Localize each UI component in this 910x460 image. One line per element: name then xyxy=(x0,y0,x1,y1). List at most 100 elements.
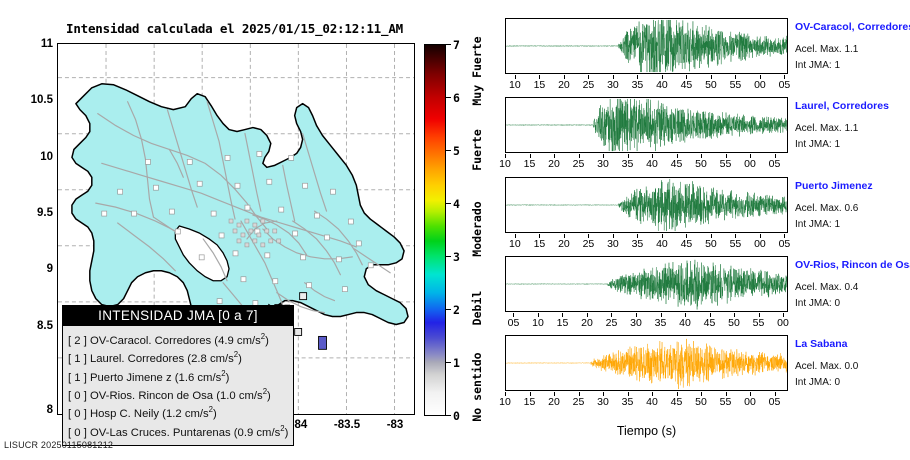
axis-tick-mark xyxy=(563,75,565,79)
axis-tick-mark xyxy=(735,234,737,238)
legend-level: [ 0 ] xyxy=(68,389,87,402)
axis-tick-label: 05 xyxy=(768,158,781,170)
axis-tick-mark xyxy=(578,154,580,158)
axis-tick-label: 35 xyxy=(654,317,667,329)
colorbar-tick: 0 xyxy=(453,409,460,423)
seismogram-panel-ov-rios[interactable] xyxy=(505,256,788,312)
axis-tick-mark xyxy=(539,75,541,79)
axis-tick-mark xyxy=(537,313,539,317)
legend-unit: cm/s xyxy=(184,408,209,421)
axis-tick-label: 10 xyxy=(532,317,544,329)
axis-tick-label: 25 xyxy=(572,158,585,170)
axis-tick-mark xyxy=(676,154,678,158)
colorbar-tick: 2 xyxy=(453,303,460,317)
axis-tick-label: 25 xyxy=(582,238,595,250)
map-x-tick: -84 xyxy=(290,419,308,431)
seismogram-panel-puerto-jimenez[interactable] xyxy=(505,177,788,233)
station-marker-ov-rios xyxy=(294,328,303,336)
axis-tick-label: 55 xyxy=(752,317,765,329)
map-x-tick: -83 xyxy=(386,419,404,431)
axis-tick-label: 40 xyxy=(679,317,691,329)
axis-tick-mark xyxy=(735,75,737,79)
legend-level: [ 2 ] xyxy=(68,334,87,347)
axis-tick-label: 00 xyxy=(754,238,766,250)
axis-tick-label: 20 xyxy=(581,317,593,329)
colorbar-tick: 6 xyxy=(453,91,460,105)
seismogram-station-name: OV-Caracol, Corredores xyxy=(795,21,910,33)
legend-unit-exp: 2 xyxy=(233,350,239,360)
axis-tick-label: 35 xyxy=(631,238,644,250)
axis-tick-label: 45 xyxy=(670,396,683,408)
seismogram-panel-laurel[interactable] xyxy=(505,97,788,153)
legend-unit: cm/s xyxy=(238,389,263,402)
legend-level: [ 1 ] xyxy=(68,371,87,384)
axis-tick-label: 15 xyxy=(556,317,569,329)
map-y-tick: 9.5 xyxy=(37,207,53,219)
legend-level: [ 0 ] xyxy=(68,426,87,439)
axis-tick-mark xyxy=(562,313,564,317)
axis-tick-label: 05 xyxy=(507,317,520,329)
legend-item: [ 0 ] OV-Rios. Rincon de Osa (1.0 cm/s2) xyxy=(68,387,271,402)
axis-tick-mark xyxy=(539,234,541,238)
seismogram-xaxis-title: Tiempo (s) xyxy=(616,424,677,438)
colorbar-category: Debil xyxy=(470,290,484,326)
axis-tick-label: 50 xyxy=(728,317,740,329)
legend-unit: cm/s xyxy=(209,353,234,366)
axis-tick-mark xyxy=(529,392,531,396)
axis-tick-label: 00 xyxy=(777,317,789,329)
axis-tick-mark xyxy=(578,392,580,396)
seismogram-panel-ov-caracol[interactable] xyxy=(505,18,788,74)
axis-tick-label: 20 xyxy=(558,238,570,250)
colorbar-category: Muy Fuerte xyxy=(470,36,484,106)
axis-tick-mark xyxy=(759,234,761,238)
map-title: Intensidad calculada el 2025/01/15_02:12… xyxy=(66,21,403,36)
axis-tick-label: 15 xyxy=(533,238,546,250)
legend-unit: cm/s xyxy=(197,371,222,384)
seismogram-panel-la-sabana[interactable] xyxy=(505,335,788,391)
axis-tick-mark xyxy=(652,154,653,158)
colorbar-tick: 3 xyxy=(453,250,460,264)
axis-tick-mark xyxy=(637,75,639,79)
map-y-tick: 8.5 xyxy=(37,320,53,332)
map-y-tick: 9 xyxy=(46,263,53,275)
axis-tick-label: 10 xyxy=(509,238,521,250)
axis-tick-label: 55 xyxy=(729,79,742,91)
axis-tick-mark xyxy=(759,75,761,79)
axis-tick-mark xyxy=(750,392,752,396)
colorbar-category: Moderado xyxy=(470,201,484,257)
axis-tick-label: 05 xyxy=(778,79,791,91)
axis-tick-label: 35 xyxy=(631,79,644,91)
seismogram-jma: Int JMA: 0 xyxy=(795,298,841,309)
axis-tick-mark xyxy=(783,313,784,317)
legend-accel: 1.2 xyxy=(165,408,182,421)
legend-unit-exp: 2 xyxy=(280,423,285,433)
axis-tick-label: 20 xyxy=(548,396,560,408)
legend-unit-exp: 2 xyxy=(208,405,214,415)
station-marker-puerto-jimenez xyxy=(299,292,308,301)
seismogram-accel: Acel. Max. 1.1 xyxy=(795,123,859,134)
seismogram-jma: Int JMA: 1 xyxy=(795,139,841,150)
axis-tick-mark xyxy=(636,313,637,317)
axis-tick-label: 00 xyxy=(744,396,756,408)
seismogram-axis: 10 15 20 25 30 35 40 45 50 55 00 05 xyxy=(499,392,788,408)
axis-tick-label: 30 xyxy=(630,317,642,329)
axis-tick-mark xyxy=(627,154,629,158)
seismogram-jma: Int JMA: 1 xyxy=(795,60,841,71)
map-y-tick: 8 xyxy=(46,404,53,416)
colorbar-tick: 5 xyxy=(453,144,460,158)
axis-tick-mark xyxy=(554,392,555,396)
axis-tick-mark xyxy=(701,154,703,158)
axis-tick-mark xyxy=(505,392,506,396)
axis-tick-mark xyxy=(603,392,604,396)
axis-tick-mark xyxy=(701,392,703,396)
legend-accel: 1.6 xyxy=(178,371,195,384)
axis-tick-label: 30 xyxy=(607,238,619,250)
axis-tick-mark xyxy=(611,313,613,317)
seismogram-trace xyxy=(506,19,787,73)
seismogram-station-name: Laurel, Corredores xyxy=(795,100,889,112)
footer-watermark: LISUCR 20250115081212 xyxy=(4,440,114,450)
legend-item: [ 2 ] OV-Caracol. Corredores (4.9 cm/s2) xyxy=(68,332,269,347)
map-y-axis: 11 10.5 10 9.5 9 8.5 8 xyxy=(0,0,53,460)
axis-tick-mark xyxy=(513,313,515,317)
seismogram-station-name: Puerto Jimenez xyxy=(795,180,873,192)
